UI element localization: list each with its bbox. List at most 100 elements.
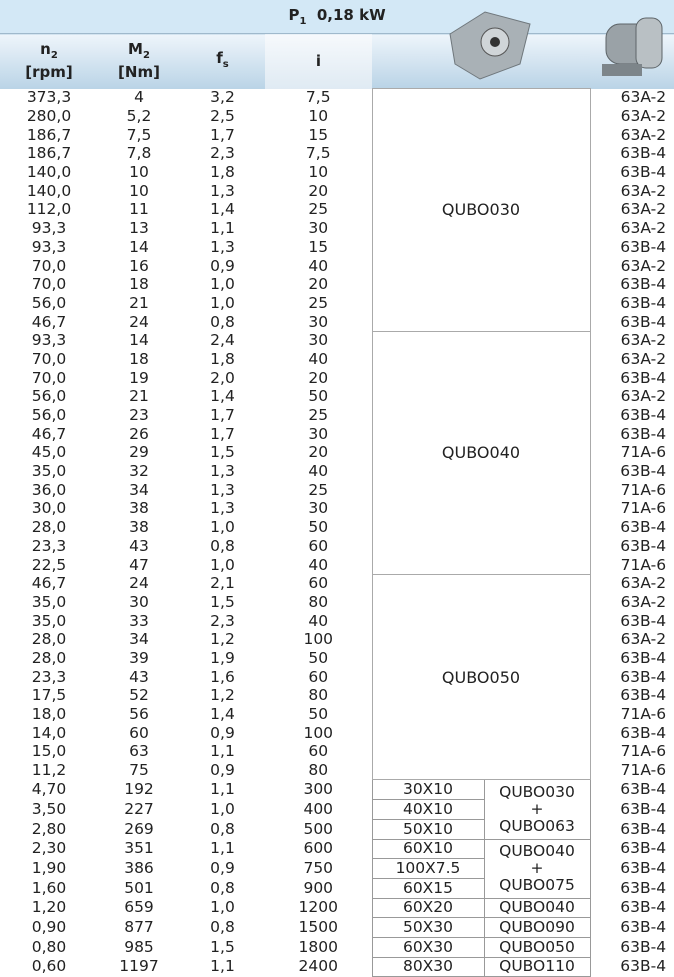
cell: 1,8 xyxy=(180,163,265,182)
cell: 35,0 xyxy=(0,612,98,631)
cell: 0,80 xyxy=(0,937,98,957)
cell: 351 xyxy=(98,839,180,859)
motor: 63B-4 xyxy=(590,800,674,820)
cell: 877 xyxy=(98,918,180,938)
cell: 112,0 xyxy=(0,201,98,220)
cell: 1,0 xyxy=(180,518,265,537)
size: 50X10 xyxy=(372,819,484,839)
cell: 4 xyxy=(98,89,180,108)
cell: 60 xyxy=(265,743,372,762)
cell: 2,3 xyxy=(180,145,265,164)
cell: 140,0 xyxy=(0,182,98,201)
symbol: i xyxy=(316,52,321,70)
cell: 11 xyxy=(98,201,180,220)
cell: 24 xyxy=(98,313,180,332)
cell: 2,5 xyxy=(180,107,265,126)
cell: 0,90 xyxy=(0,918,98,938)
cell: 1,3 xyxy=(180,238,265,257)
cell: 3,50 xyxy=(0,800,98,820)
cell: 1,0 xyxy=(180,294,265,313)
size: 30X10 xyxy=(372,780,484,800)
cell: 50 xyxy=(265,388,372,407)
reducer: QUBO040+QUBO075 xyxy=(484,839,590,898)
column-header: M2[Nm] xyxy=(98,34,180,89)
cell: 34 xyxy=(98,481,180,500)
cell: 14 xyxy=(98,331,180,350)
cell: 1,1 xyxy=(180,780,265,800)
reducer-line: + xyxy=(485,801,590,818)
reducer-line: QUBO063 xyxy=(485,818,590,835)
cell: 10 xyxy=(98,163,180,182)
motor: 71A-6 xyxy=(590,481,674,500)
cell: 100 xyxy=(265,630,372,649)
cell: 70,0 xyxy=(0,369,98,388)
cell: 30 xyxy=(265,425,372,444)
cell: 0,8 xyxy=(180,537,265,556)
cell: 1,7 xyxy=(180,126,265,145)
cell: 70,0 xyxy=(0,350,98,369)
cell: 20 xyxy=(265,369,372,388)
reducer: QUBO040 xyxy=(484,898,590,918)
cell: 10 xyxy=(265,163,372,182)
cell: 10 xyxy=(98,182,180,201)
cell: 13 xyxy=(98,219,180,238)
cell: 400 xyxy=(265,800,372,820)
reducer: QUBO090 xyxy=(484,918,590,938)
column-header: i xyxy=(265,34,372,89)
subscript: 2 xyxy=(51,50,58,61)
cell: 1,3 xyxy=(180,500,265,519)
cell: 659 xyxy=(98,898,180,918)
reducer: QUBO030+QUBO063 xyxy=(484,780,590,839)
motor: 63B-4 xyxy=(590,724,674,743)
cell: 14 xyxy=(98,238,180,257)
cell: 4,70 xyxy=(0,780,98,800)
unit: [Nm] xyxy=(118,63,160,81)
cell: 1800 xyxy=(265,937,372,957)
reducer-line: QUBO040 xyxy=(485,843,590,860)
cell: 20 xyxy=(265,444,372,463)
gearbox-group: QUBO030 xyxy=(372,89,590,332)
cell: 1,90 xyxy=(0,859,98,879)
cell: 0,8 xyxy=(180,313,265,332)
cell: 192 xyxy=(98,780,180,800)
cell: 1,0 xyxy=(180,275,265,294)
motor: 63A-2 xyxy=(590,350,674,369)
cell: 1200 xyxy=(265,898,372,918)
motor: 63B-4 xyxy=(590,238,674,257)
cell: 45,0 xyxy=(0,444,98,463)
cell: 20 xyxy=(265,182,372,201)
cell: 1,4 xyxy=(180,388,265,407)
cell: 7,5 xyxy=(265,145,372,164)
cell: 50 xyxy=(265,649,372,668)
cell: 93,3 xyxy=(0,331,98,350)
reducer-line: QUBO050 xyxy=(485,939,590,956)
motor: 71A-6 xyxy=(590,761,674,780)
cell: 23 xyxy=(98,406,180,425)
cell: 38 xyxy=(98,500,180,519)
cell: 47 xyxy=(98,556,180,575)
subscript: 1 xyxy=(299,16,306,27)
cell: 386 xyxy=(98,859,180,879)
cell: 186,7 xyxy=(0,126,98,145)
subscript: s xyxy=(223,59,229,70)
cell: 43 xyxy=(98,668,180,687)
cell: 29 xyxy=(98,444,180,463)
cell: 24 xyxy=(98,574,180,593)
cell: 56 xyxy=(98,705,180,724)
cell: 1,4 xyxy=(180,201,265,220)
cell: 21 xyxy=(98,294,180,313)
motor: 63B-4 xyxy=(590,425,674,444)
cell: 46,7 xyxy=(0,574,98,593)
motor: 63B-4 xyxy=(590,313,674,332)
motor: 63B-4 xyxy=(590,145,674,164)
cell: 186,7 xyxy=(0,145,98,164)
cell: 2,30 xyxy=(0,839,98,859)
cell: 1,5 xyxy=(180,593,265,612)
motor: 63B-4 xyxy=(590,937,674,957)
reducer-line: + xyxy=(485,860,590,877)
cell: 16 xyxy=(98,257,180,276)
cell: 60 xyxy=(265,668,372,687)
cell: 50 xyxy=(265,518,372,537)
